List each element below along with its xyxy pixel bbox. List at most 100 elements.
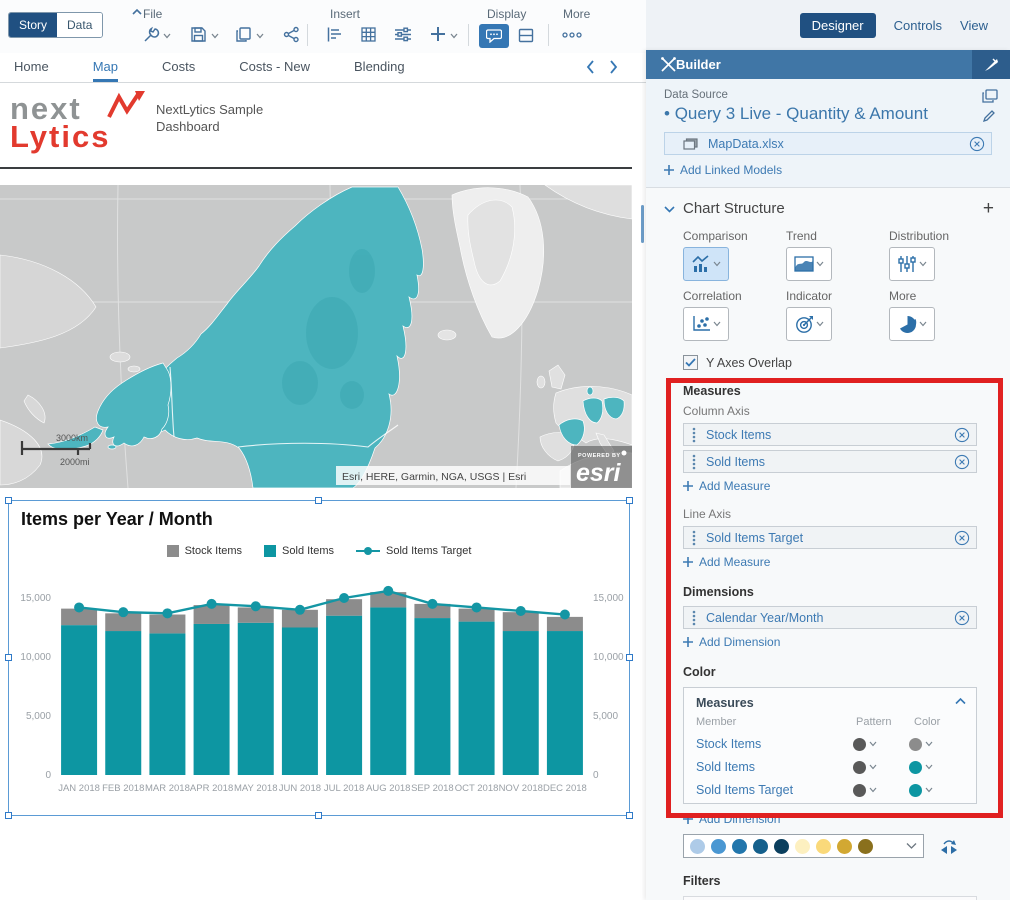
styling-brush-button[interactable] <box>972 50 1010 79</box>
chart-type-button-comparison[interactable] <box>683 247 729 281</box>
mode-tab-controls[interactable]: Controls <box>893 17 943 33</box>
bar-sold-items[interactable] <box>502 631 539 775</box>
switch-datasource-icon[interactable] <box>982 89 998 103</box>
bar-sold-items[interactable] <box>326 615 363 775</box>
tab-scroll-left-icon[interactable] <box>586 60 595 74</box>
tab-scroll-right-icon[interactable] <box>609 60 618 74</box>
add-linked-models-link[interactable]: Add Linked Models <box>664 163 996 177</box>
canvas-scrollbar-thumb[interactable] <box>641 205 644 243</box>
insert-table-icon[interactable] <box>360 26 378 44</box>
resize-handle[interactable] <box>5 812 12 819</box>
color-palette-dropdown[interactable] <box>683 834 924 858</box>
bar-sold-items[interactable] <box>458 621 495 775</box>
share-icon[interactable] <box>283 26 301 44</box>
pattern-dropdown[interactable] <box>852 783 910 797</box>
data-source-name[interactable]: • Query 3 Live - Quantity & Amount <box>664 104 996 124</box>
add-measure-link[interactable]: Add Measure <box>683 479 1010 493</box>
data-tab[interactable]: Data <box>57 13 103 37</box>
color-dropdown[interactable] <box>909 760 966 774</box>
y-axes-overlap-checkbox[interactable] <box>683 355 698 370</box>
bar-sold-items[interactable] <box>149 633 186 775</box>
wrench-icon[interactable] <box>142 26 160 44</box>
chart-widget[interactable]: Items per Year / Month Stock Items Sold I… <box>5 497 633 819</box>
chart-type-button-trend[interactable] <box>786 247 832 281</box>
map-highlighted-regions[interactable] <box>47 186 625 488</box>
measure-row[interactable]: Sold Items Target <box>683 526 977 549</box>
bar-stock-items[interactable] <box>193 605 230 624</box>
target-marker[interactable] <box>427 598 438 609</box>
bar-sold-items[interactable] <box>281 627 318 776</box>
bar-sold-items[interactable] <box>105 631 142 775</box>
pattern-dropdown[interactable] <box>852 760 910 774</box>
add-dimension-link[interactable]: Add Dimension <box>683 635 1010 649</box>
split-view-icon[interactable] <box>518 28 536 46</box>
color-dropdown[interactable] <box>909 737 966 751</box>
wrench-dropdown-icon[interactable] <box>163 33 171 39</box>
bar-sold-items[interactable] <box>237 622 274 775</box>
bar-stock-items[interactable] <box>414 603 451 619</box>
target-marker[interactable] <box>74 602 85 613</box>
resize-handle[interactable] <box>626 812 633 819</box>
remove-dimension[interactable] <box>954 610 970 626</box>
legend-item[interactable]: Sold Items Target <box>356 545 471 557</box>
story-data-toggle[interactable]: Story Data <box>8 12 104 38</box>
chart-type-button-correlation[interactable] <box>683 307 729 341</box>
bar-stock-items[interactable] <box>105 613 142 632</box>
insert-chart-icon[interactable] <box>326 26 344 44</box>
target-marker[interactable] <box>339 593 350 603</box>
resize-handle[interactable] <box>315 812 322 819</box>
target-marker[interactable] <box>383 585 394 596</box>
bar-stock-items[interactable] <box>281 609 318 628</box>
page-tab-blending[interactable]: Blending <box>354 59 405 74</box>
remove-measure[interactable] <box>954 530 970 546</box>
measure-row[interactable]: Sold Items <box>683 450 977 473</box>
linked-model-row[interactable]: MapData.xlsx <box>664 132 992 155</box>
bar-stock-items[interactable] <box>502 612 539 632</box>
mode-tab-view[interactable]: View <box>960 17 988 33</box>
remove-measure[interactable] <box>954 454 970 470</box>
bar-stock-items[interactable] <box>326 599 363 616</box>
target-marker[interactable] <box>250 601 261 612</box>
insert-plus-icon[interactable] <box>430 26 448 44</box>
chart-type-button-distribution[interactable] <box>889 247 935 281</box>
chart-type-button-indicator[interactable] <box>786 307 832 341</box>
resize-handle[interactable] <box>626 654 633 661</box>
page-tab-costs[interactable]: Costs <box>161 59 196 74</box>
collapse-section-icon[interactable] <box>664 205 675 213</box>
resize-handle[interactable] <box>315 497 322 504</box>
target-marker[interactable] <box>206 598 217 609</box>
target-marker[interactable] <box>515 605 526 616</box>
target-marker[interactable] <box>559 609 570 620</box>
bar-stock-items[interactable] <box>370 592 407 608</box>
bar-stock-items[interactable] <box>149 614 186 634</box>
palette-chevron-icon[interactable] <box>906 842 917 850</box>
bar-stock-items[interactable] <box>237 607 274 623</box>
legend-item[interactable]: Sold Items <box>264 545 334 557</box>
bar-sold-items[interactable] <box>193 623 230 775</box>
filter-row[interactable]: ZREGION (5) Canada, Germany, France, Pol… <box>683 896 977 900</box>
add-color-dimension-link[interactable]: Add Dimension <box>683 812 1010 826</box>
drag-handle-icon[interactable] <box>692 530 696 546</box>
chart-type-button-more[interactable] <box>889 307 935 341</box>
save-icon[interactable] <box>190 26 208 44</box>
target-marker[interactable] <box>118 607 129 618</box>
collapse-toolbar-icon[interactable] <box>131 8 143 16</box>
bar-sold-items[interactable] <box>546 631 583 775</box>
remove-measure[interactable] <box>954 427 970 443</box>
comment-mode-button[interactable] <box>479 24 509 48</box>
bar-sold-items[interactable] <box>61 625 98 775</box>
geo-map-widget[interactable]: 3000km 2000mi Esri, HERE, Garmin, NGA, U… <box>0 185 632 488</box>
resize-handle[interactable] <box>5 497 12 504</box>
target-marker[interactable] <box>162 608 173 619</box>
drag-handle-icon[interactable] <box>692 610 696 626</box>
drag-handle-icon[interactable] <box>692 427 696 443</box>
bar-stock-items[interactable] <box>546 616 583 632</box>
add-chart-icon[interactable]: + <box>982 198 994 219</box>
add-measure-link[interactable]: Add Measure <box>683 555 1010 569</box>
measure-row[interactable]: Stock Items <box>683 423 977 446</box>
mode-tab-designer[interactable]: Designer <box>799 12 876 38</box>
bar-stock-items[interactable] <box>61 608 98 626</box>
edit-datasource-icon[interactable] <box>982 109 998 123</box>
more-options-icon[interactable] <box>562 32 582 50</box>
resize-handle[interactable] <box>626 497 633 504</box>
